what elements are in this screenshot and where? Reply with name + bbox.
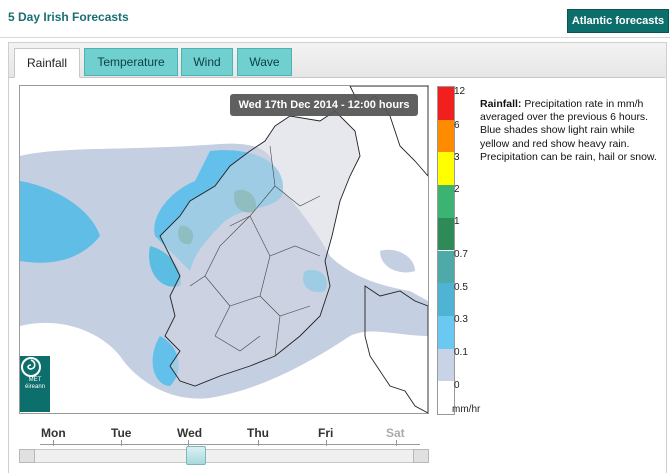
day-tick (396, 440, 397, 446)
legend-label: 2 (454, 184, 460, 195)
legend-label: 0.7 (454, 249, 468, 260)
legend-swatch (438, 250, 454, 284)
tab-wave[interactable]: Wave (237, 48, 292, 76)
map-datetime-label: Wed 17th Dec 2014 - 12:00 hours (230, 94, 418, 116)
header-divider (0, 37, 670, 38)
rainfall-description: Rainfall: Precipitation rate in mm/h ave… (480, 98, 665, 164)
swirl-icon (21, 357, 41, 377)
page-title: 5 Day Irish Forecasts (8, 10, 129, 24)
day-tick (188, 440, 189, 446)
legend-label: 6 (454, 120, 460, 131)
slider-left-end (19, 449, 35, 463)
slider-right-end (413, 449, 429, 463)
legend-color-scale (437, 86, 455, 415)
legend-swatch (438, 119, 454, 153)
tab-wind[interactable]: Wind (181, 48, 233, 76)
tabs-divider (9, 77, 665, 78)
day-tue[interactable]: Tue (111, 426, 132, 440)
legend-label: 0.5 (454, 282, 468, 293)
day-mon[interactable]: Mon (41, 426, 66, 440)
legend-swatch (438, 152, 454, 186)
day-tick (258, 440, 259, 446)
time-slider-track[interactable] (19, 449, 429, 463)
description-text: Precipitation rate in mm/h averaged over… (480, 98, 657, 163)
legend-label: 3 (454, 152, 460, 163)
legend-label: 0.3 (454, 314, 468, 325)
day-sat: Sat (386, 426, 405, 440)
legend-swatch (438, 315, 454, 349)
legend-label: 1 (454, 216, 460, 227)
legend-swatch (438, 283, 454, 316)
legend-swatch (438, 348, 454, 382)
legend-label: 12 (454, 86, 466, 97)
legend-swatch (438, 185, 454, 218)
legend-swatch (438, 87, 454, 120)
tab-rainfall[interactable]: Rainfall (14, 48, 80, 78)
legend-label: 0 (454, 380, 460, 391)
day-fri[interactable]: Fri (318, 426, 334, 440)
day-wed[interactable]: Wed (177, 426, 203, 440)
legend-unit: mm/hr (452, 404, 481, 415)
atlantic-forecasts-button[interactable]: Atlantic forecasts (567, 9, 669, 33)
day-thu[interactable]: Thu (247, 426, 269, 440)
legend-label: 0.1 (454, 347, 468, 358)
legend-swatch (438, 381, 454, 414)
day-tick (326, 440, 327, 446)
logo-text: MET éireann (24, 377, 45, 390)
rainfall-map[interactable]: MET éireann (19, 85, 429, 414)
tab-temperature[interactable]: Temperature (84, 48, 178, 76)
description-heading: Rainfall: (480, 98, 522, 110)
day-tick (121, 440, 122, 446)
time-slider-thumb[interactable] (186, 446, 206, 465)
met-eireann-logo: MET éireann (20, 356, 50, 412)
day-tick (53, 440, 54, 446)
timeline-ruler (40, 444, 420, 445)
ireland-map-svg (20, 86, 428, 413)
legend-swatch (438, 217, 454, 251)
